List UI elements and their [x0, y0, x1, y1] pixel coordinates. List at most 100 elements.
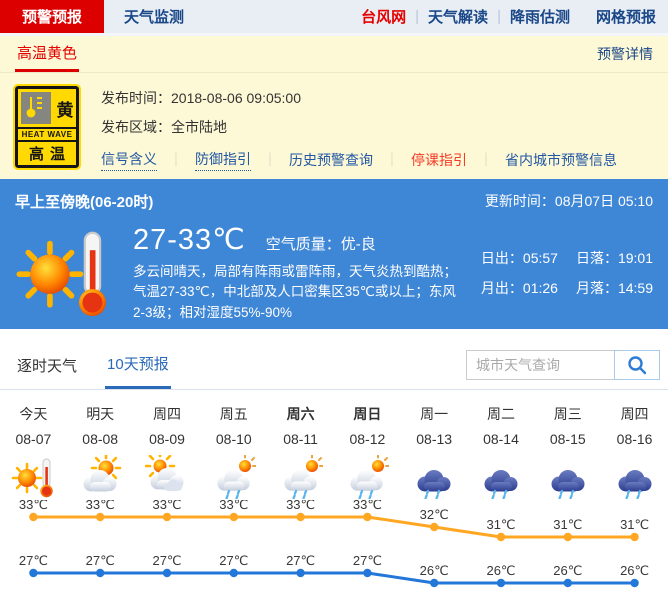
- day-label: 周四: [152, 406, 181, 422]
- warning-sign-subtitle: HEAT WAVE: [18, 129, 76, 142]
- forecast-day-column[interactable]: 今天 08-07: [0, 404, 67, 499]
- weather-icon-rain: [534, 455, 601, 499]
- tab-ten-day-forecast[interactable]: 10天预报: [105, 341, 171, 389]
- weather-icon-shower: [334, 455, 401, 499]
- nav-link[interactable]: 天气解读: [428, 9, 489, 26]
- warning-link[interactable]: 省内城市预警信息: [505, 152, 617, 168]
- temperature-range: 27-33℃: [133, 224, 246, 256]
- forecast-tab-bar: 逐时天气 10天预报: [0, 341, 668, 390]
- svg-text:31℃: 31℃: [486, 517, 515, 532]
- forecast-day-column[interactable]: 周五 08-10: [200, 404, 267, 499]
- svg-text:27℃: 27℃: [152, 553, 181, 568]
- separator: ｜: [385, 152, 399, 168]
- alert-tab-heat-yellow[interactable]: 高温黄色: [15, 36, 80, 72]
- nav-tab-weather-monitor[interactable]: 天气监测: [124, 9, 185, 26]
- nav-link[interactable]: 降雨估测: [509, 9, 570, 26]
- weather-icon-hot: [0, 455, 67, 499]
- city-search-input[interactable]: [466, 350, 614, 380]
- forecast-day-column[interactable]: 周四 08-09: [134, 404, 201, 499]
- date-label: 08-16: [616, 431, 653, 447]
- warning-link[interactable]: 停课指引: [411, 152, 467, 168]
- forecast-day-column[interactable]: 周六 08-11: [267, 404, 334, 499]
- weather-icon-shower: [267, 455, 334, 499]
- separator: |: [497, 8, 501, 25]
- svg-text:27℃: 27℃: [219, 553, 248, 568]
- svg-text:27℃: 27℃: [86, 553, 115, 568]
- temperature-chart-wrap: 33℃ 33℃ 33℃ 33℃ 33℃ 33℃ 32℃ 31℃ 31℃ 31℃ 27℃ 27℃ 27℃ 2…: [0, 500, 668, 603]
- day-label: 今天: [19, 406, 48, 422]
- svg-text:27℃: 27℃: [19, 553, 48, 568]
- warning-links: 信号含义 ｜ 防御指引 ｜ 历史预警查询 ｜ 停课指引 ｜ 省内城市预警信息: [101, 149, 617, 171]
- date-label: 08-11: [283, 431, 318, 447]
- air-quality: 空气质量：优-良: [265, 236, 376, 253]
- sun-moon-item: 日出：05:57: [480, 250, 558, 266]
- warning-panel: 黄 HEAT WAVE 高温 发布时间：2018-08-06 09:05:00 …: [0, 73, 668, 179]
- search-icon: [628, 356, 647, 375]
- day-label: 周日: [353, 406, 382, 422]
- nav-link[interactable]: 网格预报: [595, 9, 656, 26]
- issue-area-value: 全市陆地: [171, 119, 227, 135]
- day-label: 周一: [420, 406, 449, 422]
- day-label: 周六: [286, 406, 315, 422]
- separator: ｜: [169, 152, 183, 168]
- date-label: 08-09: [149, 431, 185, 447]
- alert-type-bar: 高温黄色 预警详情: [0, 36, 668, 73]
- weather-icon-cloudy: [134, 455, 201, 499]
- svg-text:26℃: 26℃: [553, 563, 582, 578]
- forecast-columns: 今天 08-07 明天 08-08 周四 08-09 周五 08-10 周六 08-11 周日 08-…: [0, 390, 668, 499]
- weather-icon-rain: [468, 455, 535, 499]
- weather-icon-partly: [67, 455, 134, 499]
- svg-text:26℃: 26℃: [420, 563, 449, 578]
- date-label: 08-07: [15, 431, 52, 447]
- nav-tab-warning-forecast[interactable]: 预警预报: [0, 0, 105, 33]
- top-nav: 预警预报 天气监测 台风网 | 天气解读 | 降雨估测 网格预报: [0, 0, 668, 36]
- date-label: 08-13: [416, 431, 453, 447]
- alert-detail-link[interactable]: 预警详情: [597, 46, 653, 62]
- forecast-day-column[interactable]: 周四 08-16: [601, 404, 668, 499]
- current-conditions-panel: 早上至傍晚(06-20时) 更新时间：08月07日 05:10 27-33℃ 空…: [0, 179, 668, 329]
- nav-links: 台风网 | 天气解读 | 降雨估测 网格预报: [361, 0, 668, 33]
- svg-text:27℃: 27℃: [353, 553, 382, 568]
- sun-moon-item: 月落：14:59: [575, 280, 653, 296]
- thermometer-icon: [21, 92, 51, 124]
- forecast-day-column[interactable]: 周日 08-12: [334, 404, 401, 499]
- warning-link[interactable]: 信号含义: [101, 149, 157, 171]
- day-label: 周三: [553, 406, 582, 422]
- sun-thermometer-icon: [15, 224, 111, 320]
- svg-text:26℃: 26℃: [486, 563, 515, 578]
- svg-text:33℃: 33℃: [86, 500, 115, 512]
- sun-moon-item: 月出：01:26: [480, 280, 558, 296]
- forecast-day-column[interactable]: 明天 08-08: [67, 404, 134, 499]
- day-label: 周四: [620, 406, 649, 422]
- nav-link[interactable]: 台风网: [361, 9, 407, 26]
- svg-text:32℃: 32℃: [420, 507, 449, 522]
- forecast-day-column[interactable]: 周一 08-13: [401, 404, 468, 499]
- update-time: 更新时间：08月07日 05:10: [484, 193, 653, 209]
- forecast-day-column[interactable]: 周三 08-15: [534, 404, 601, 499]
- day-label: 周五: [219, 406, 248, 422]
- issue-time-row: 发布时间：2018-08-06 09:05:00: [101, 90, 301, 106]
- svg-text:27℃: 27℃: [286, 553, 315, 568]
- date-label: 08-10: [215, 431, 252, 447]
- svg-text:31℃: 31℃: [553, 517, 582, 532]
- svg-text:33℃: 33℃: [353, 500, 382, 512]
- date-label: 08-08: [82, 431, 119, 447]
- search-button[interactable]: [614, 350, 660, 380]
- warning-sign-name: 高温: [28, 146, 71, 163]
- svg-text:33℃: 33℃: [152, 500, 181, 512]
- issue-area-row: 发布区域：全市陆地: [101, 119, 227, 135]
- tab-hourly-weather[interactable]: 逐时天气: [17, 357, 78, 375]
- warning-link[interactable]: 防御指引: [195, 149, 251, 171]
- separator: |: [415, 8, 420, 25]
- warning-link[interactable]: 历史预警查询: [289, 152, 373, 168]
- date-label: 08-15: [549, 431, 586, 447]
- warning-level-badge: 黄: [56, 100, 74, 120]
- sun-moon-times: 日出：05:57 日落：19:01 月出：01:26 月落：14:59: [481, 248, 653, 298]
- forecast-day-column[interactable]: 周二 08-14: [468, 404, 535, 499]
- separator: ｜: [479, 152, 493, 168]
- day-label: 周二: [486, 406, 515, 422]
- svg-text:26℃: 26℃: [620, 563, 649, 578]
- svg-text:31℃: 31℃: [620, 517, 649, 532]
- forecast-period-label: 早上至傍晚(06-20时): [15, 194, 154, 211]
- svg-text:33℃: 33℃: [286, 500, 315, 512]
